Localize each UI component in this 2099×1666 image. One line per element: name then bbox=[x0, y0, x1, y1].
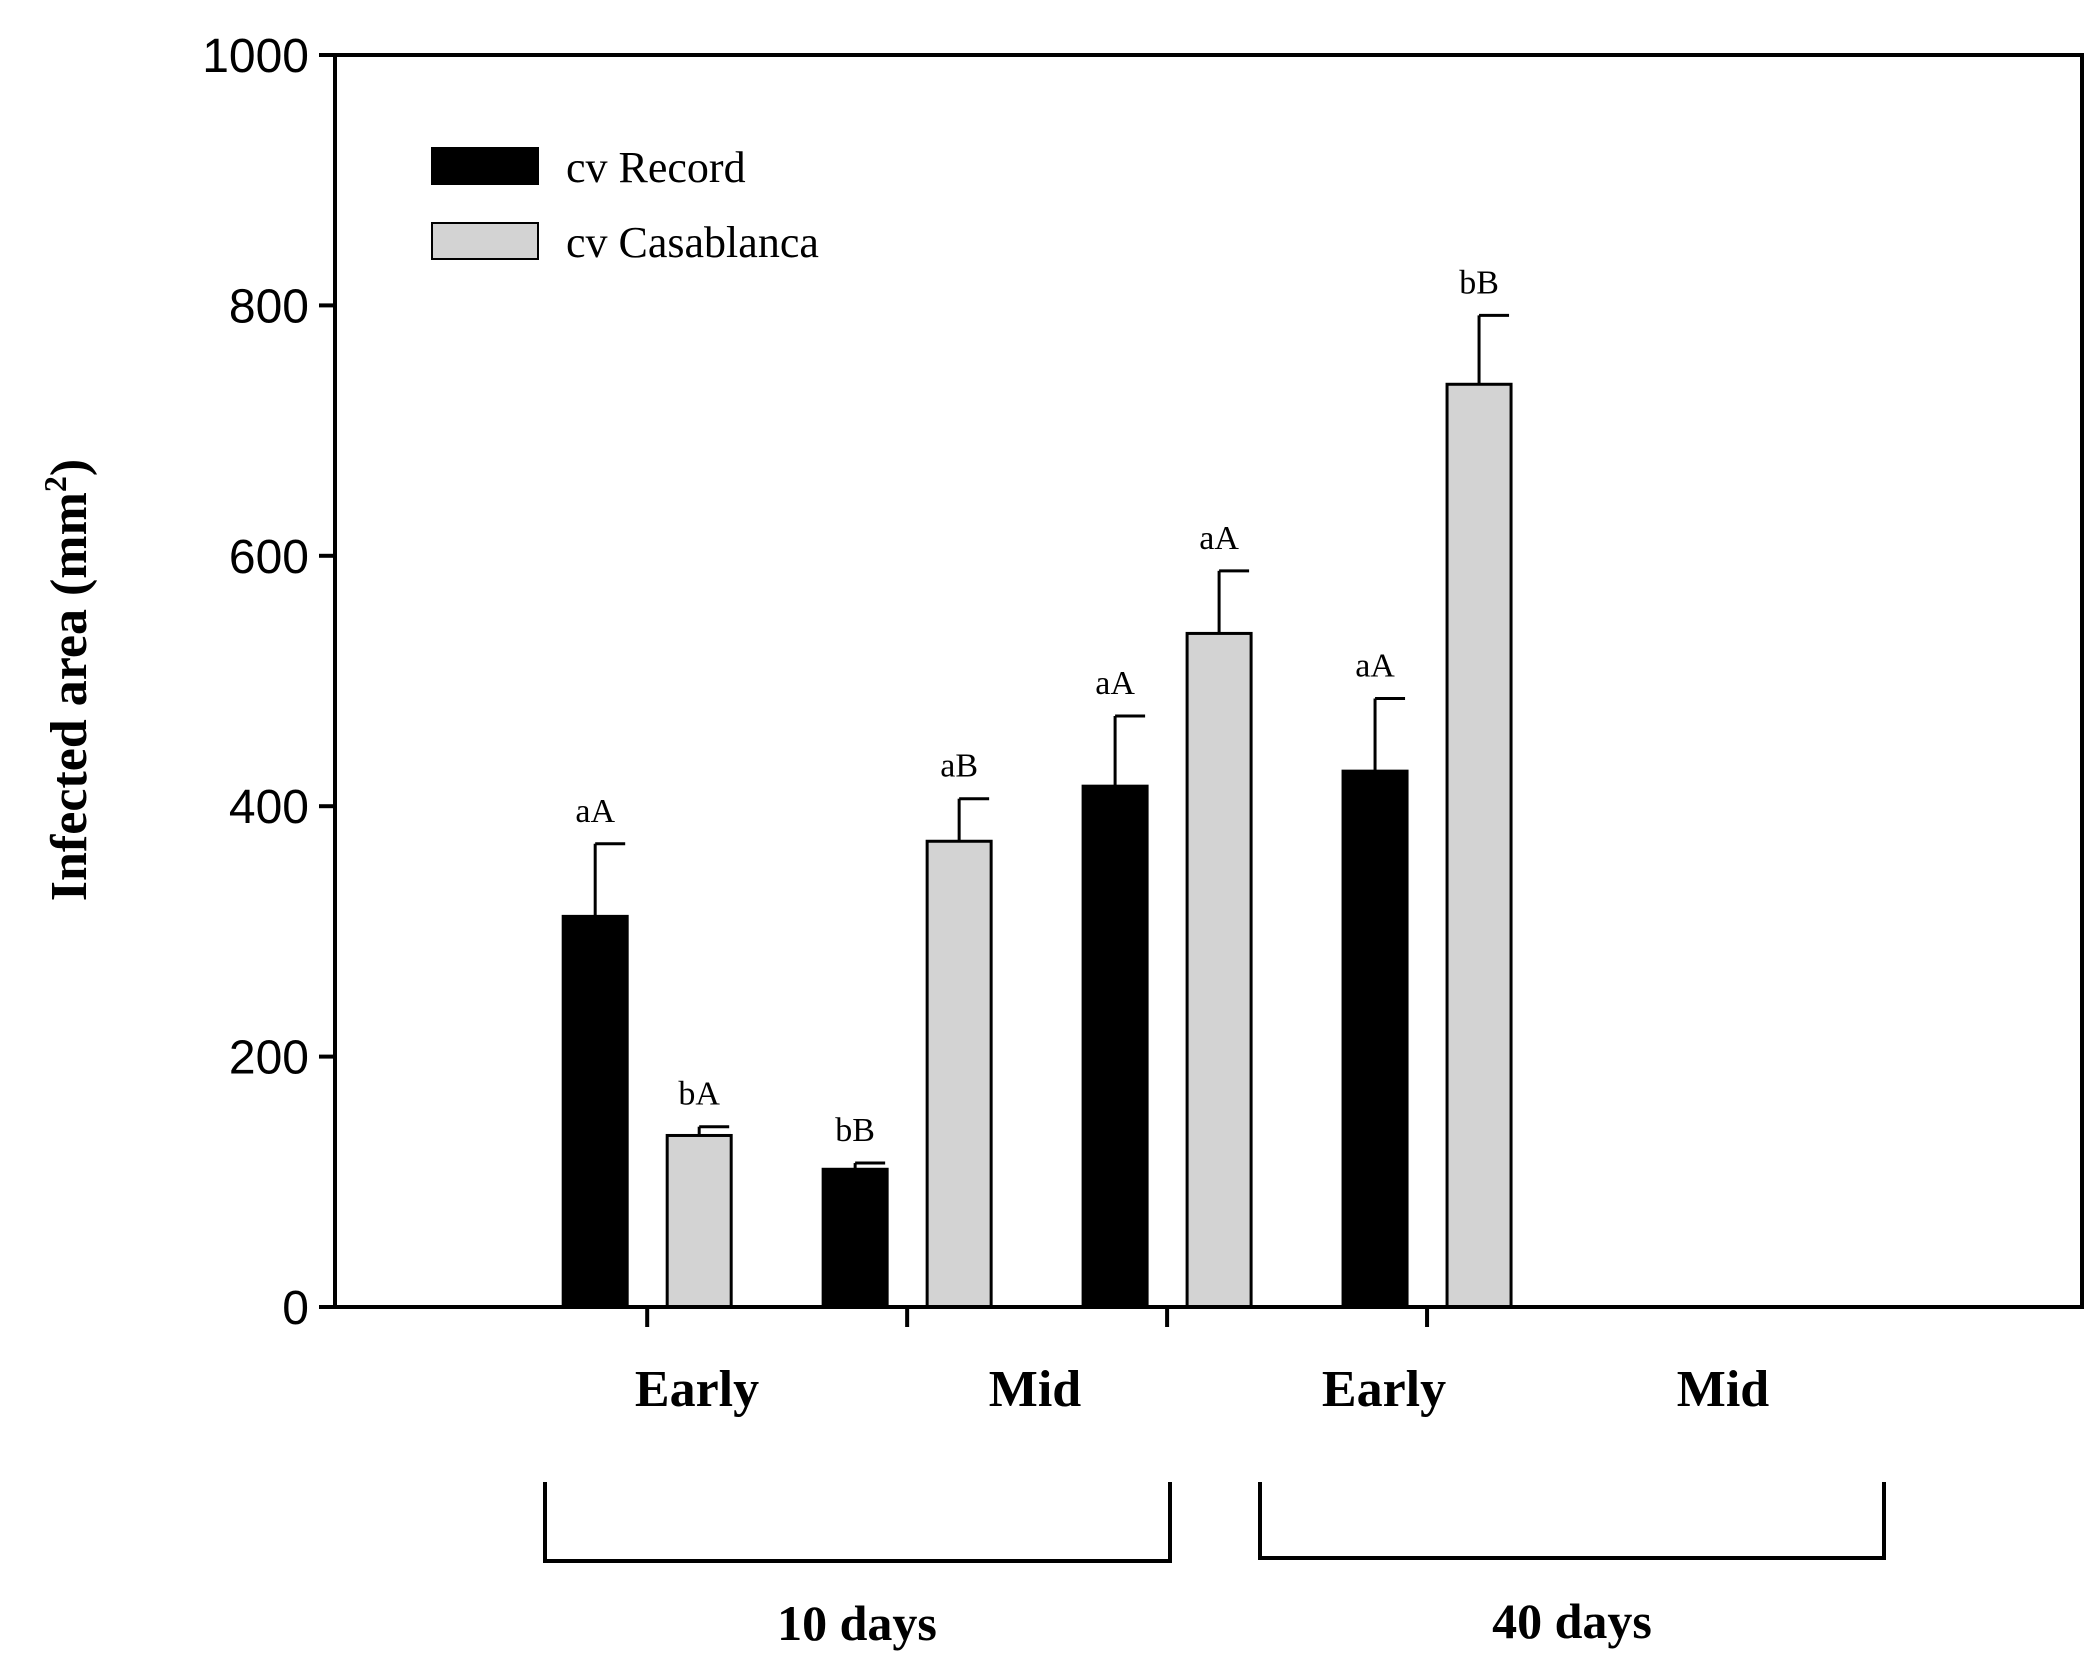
x-axis-groups: 10 days 40 days bbox=[543, 1482, 1886, 1651]
x-axis-ticks: Early Mid Early Mid bbox=[635, 1307, 1769, 1418]
y-tick-label-0: 0 bbox=[282, 1282, 309, 1335]
annotation-cv-casablanca-2: aA bbox=[1199, 520, 1239, 557]
y-tick-label-1000: 1000 bbox=[202, 30, 309, 83]
bar-cv-record-1 bbox=[821, 1167, 889, 1309]
x-tick-label-3: Mid bbox=[1677, 1361, 1770, 1418]
y-axis-label-text: Infected area (mm bbox=[41, 492, 98, 901]
bar-annotations: aA bA bB aB aA aA aA bB bbox=[575, 264, 1499, 1149]
annotation-cv-record-3: aA bbox=[1355, 648, 1395, 685]
group-bracket-1 bbox=[1258, 1482, 1886, 1560]
annotation-cv-record-0: aA bbox=[575, 793, 615, 830]
y-axis-label: Infected area (mm2) bbox=[37, 459, 98, 901]
y-tick-label-800: 800 bbox=[229, 280, 309, 333]
legend-label-cv-casablanca: cv Casablanca bbox=[566, 218, 819, 267]
x-tick-label-2: Early bbox=[1322, 1361, 1446, 1418]
annotation-cv-casablanca-1: aB bbox=[940, 748, 978, 785]
bar-cv-casablanca-2 bbox=[1185, 631, 1253, 1309]
error-bars bbox=[593, 313, 1510, 1170]
x-tick-label-0: Early bbox=[635, 1361, 759, 1418]
x-tick-label-1: Mid bbox=[989, 1361, 1082, 1418]
y-tick-label-200: 200 bbox=[229, 1032, 309, 1085]
group-label-1: 40 days bbox=[1492, 1593, 1652, 1649]
bar-cv-record-3 bbox=[1341, 769, 1409, 1309]
legend-label-cv-record: cv Record bbox=[566, 143, 746, 192]
y-axis-ticks: 0 200 400 600 800 1000 bbox=[202, 30, 335, 1335]
plot-frame bbox=[333, 53, 2084, 1309]
legend-swatch-cv-casablanca bbox=[431, 222, 539, 260]
group-label-0: 10 days bbox=[777, 1595, 937, 1651]
bars bbox=[561, 382, 1513, 1309]
bar-cv-casablanca-1 bbox=[925, 839, 993, 1309]
annotation-cv-casablanca-3: bB bbox=[1459, 264, 1499, 301]
legend-swatch-cv-record bbox=[431, 147, 539, 185]
group-bracket-0 bbox=[543, 1482, 1172, 1563]
annotation-cv-record-2: aA bbox=[1095, 665, 1135, 702]
legend: cv Record cv Casablanca bbox=[431, 143, 819, 267]
bar-cv-record-0 bbox=[561, 914, 629, 1309]
bar-cv-record-2 bbox=[1081, 784, 1149, 1309]
y-axis-label-superscript: 2 bbox=[37, 476, 73, 492]
y-axis-label-close: ) bbox=[41, 459, 98, 476]
annotation-cv-casablanca-0: bA bbox=[678, 1076, 720, 1113]
bar-cv-casablanca-3 bbox=[1445, 382, 1513, 1309]
bar-cv-casablanca-0 bbox=[665, 1133, 733, 1309]
y-tick-label-600: 600 bbox=[229, 531, 309, 584]
y-tick-label-400: 400 bbox=[229, 781, 309, 834]
annotation-cv-record-1: bB bbox=[835, 1112, 875, 1149]
